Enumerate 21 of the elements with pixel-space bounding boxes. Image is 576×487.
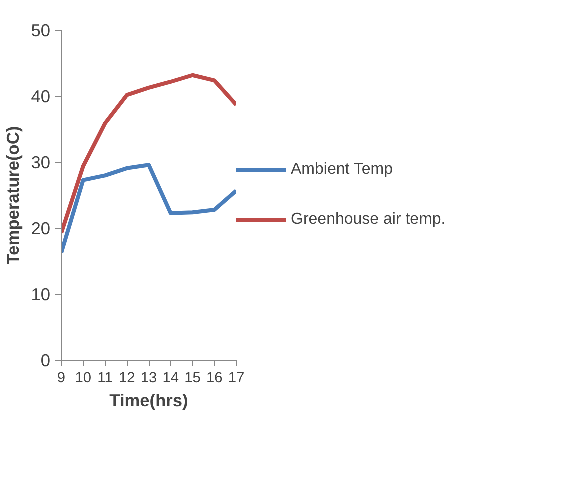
x-tick-label: 16: [206, 370, 223, 386]
x-axis-title: Time(hrs): [110, 390, 188, 410]
x-tick-label: 15: [184, 370, 201, 386]
x-tick-label: 13: [140, 370, 158, 386]
y-tick-label: 30: [31, 152, 51, 172]
x-tick-label: 12: [118, 370, 136, 386]
y-tick-label: 20: [31, 218, 51, 238]
y-tick-label: 0: [40, 350, 51, 370]
x-tick-label: 17: [228, 370, 245, 386]
y-tick-label: 40: [31, 86, 51, 106]
x-tick-label: 11: [98, 370, 113, 386]
line-series: [62, 163, 236, 255]
legend-label: Ambient Temp: [291, 161, 393, 179]
y-tick-label: 50: [31, 20, 51, 40]
y-axis-title: Temperature(oC): [3, 126, 24, 265]
x-tick-label: 14: [162, 370, 180, 386]
line-series: [62, 73, 236, 236]
x-tick-label: 10: [75, 370, 92, 386]
y-tick-label: 10: [31, 284, 51, 304]
x-tick-label: 9: [57, 370, 66, 386]
legend-label: Greenhouse air temp.: [291, 211, 446, 229]
